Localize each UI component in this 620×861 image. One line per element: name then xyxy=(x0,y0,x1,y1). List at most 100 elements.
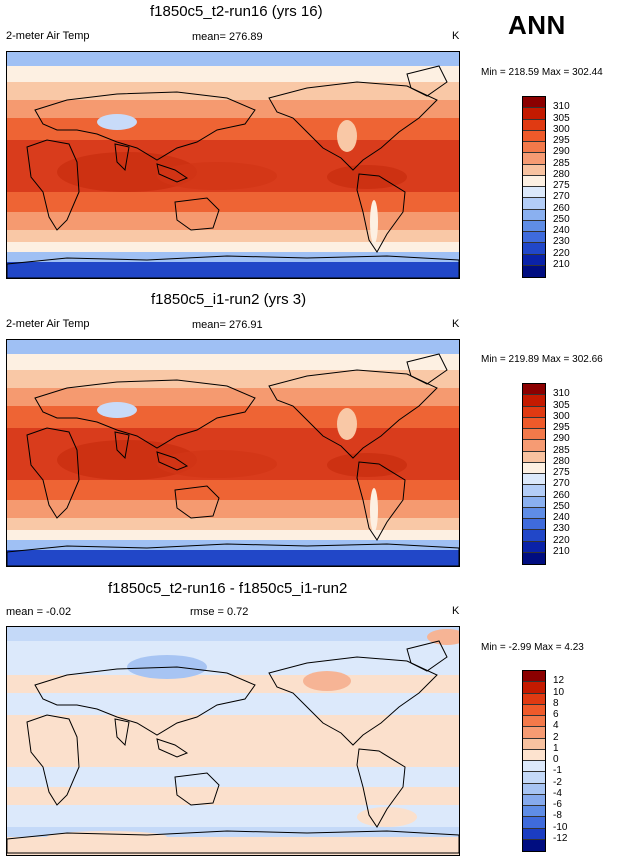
terrain-anomaly xyxy=(337,408,357,440)
colorbar-tick-label: 280 xyxy=(553,168,570,180)
colorbar-box xyxy=(523,440,545,452)
temperature-band xyxy=(7,518,459,530)
colorbar-box xyxy=(523,243,545,255)
colorbar-box xyxy=(523,839,545,851)
panel-3-units: K xyxy=(452,605,460,617)
warm-pool xyxy=(57,152,197,192)
coastline xyxy=(356,748,406,828)
colorbar-box xyxy=(523,142,545,154)
colorbar-box xyxy=(523,507,545,519)
colorbar-tick-label: 290 xyxy=(553,433,570,445)
colorbar-tick-label: 240 xyxy=(553,512,570,523)
colorbar-box xyxy=(523,783,545,795)
panel-2-map xyxy=(6,339,460,567)
colorbar-box xyxy=(523,417,545,429)
colorbar-box xyxy=(523,552,545,564)
temperature-band xyxy=(7,354,459,370)
colorbar-box xyxy=(523,209,545,221)
panel-3-colorbar xyxy=(522,670,546,852)
colorbar-tick-label: 230 xyxy=(553,236,570,248)
colorbar-box xyxy=(523,772,545,784)
colorbar-box xyxy=(523,153,545,165)
colorbar-box xyxy=(523,806,545,818)
temperature-band xyxy=(7,370,459,388)
colorbar-tick-label: 210 xyxy=(553,258,570,270)
colorbar-tick-label: 1 xyxy=(553,742,559,754)
colorbar-tick-label: 260 xyxy=(553,202,570,214)
colorbar-tick-label: 300 xyxy=(553,410,570,422)
coastline xyxy=(26,427,80,519)
temperature-band xyxy=(7,693,459,715)
colorbar-tick-label: 290 xyxy=(553,146,570,158)
temperature-band xyxy=(7,767,459,787)
colorbar-box xyxy=(523,97,545,109)
terrain-anomaly xyxy=(370,200,378,244)
colorbar-tick-label: 10 xyxy=(553,686,565,698)
coastline xyxy=(406,65,448,97)
colorbar-box xyxy=(523,232,545,244)
panel-1-mean: mean= 276.89 xyxy=(192,31,263,43)
panel-3-title: f1850c5_t2-run16 - f1850c5_i1-run2 xyxy=(108,580,348,597)
temperature-band xyxy=(7,66,459,82)
terrain-anomaly xyxy=(97,402,137,418)
colorbar-box xyxy=(523,738,545,750)
coastline xyxy=(406,353,448,385)
coastline xyxy=(7,830,459,854)
temperature-band xyxy=(7,530,459,540)
colorbar-tick-label: -2 xyxy=(553,776,562,788)
colorbar-tick-label: -10 xyxy=(553,821,568,833)
colorbar-tick-label: 285 xyxy=(553,444,570,456)
colorbar-box xyxy=(523,485,545,497)
colorbar-tick-label: 6 xyxy=(553,709,559,720)
panel-3-map xyxy=(6,626,460,856)
warm-pool xyxy=(157,450,277,478)
colorbar-box xyxy=(523,220,545,232)
colorbar-box xyxy=(523,541,545,553)
colorbar-box xyxy=(523,198,545,210)
temperature-band xyxy=(7,657,459,675)
map-canvas xyxy=(7,340,459,566)
terrain-anomaly xyxy=(97,114,137,130)
temperature-band xyxy=(7,252,459,262)
colorbar-tick-label: 305 xyxy=(553,399,570,411)
colorbar-box xyxy=(523,519,545,531)
colorbar-tick-label: 275 xyxy=(553,180,570,191)
temperature-band xyxy=(7,406,459,428)
colorbar-box xyxy=(523,474,545,486)
colorbar-tick-label: 310 xyxy=(553,388,570,400)
coastline xyxy=(406,640,448,672)
colorbar-box xyxy=(523,671,545,683)
temperature-band xyxy=(7,540,459,550)
coastline xyxy=(156,163,189,183)
colorbar-tick-label: 210 xyxy=(553,545,570,557)
colorbar-tick-label: 270 xyxy=(553,478,570,490)
colorbar-box xyxy=(523,395,545,407)
anomaly-patch xyxy=(427,629,459,645)
temperature-band xyxy=(7,230,459,242)
colorbar-tick-label: 240 xyxy=(553,225,570,236)
colorbar-tick-label: 300 xyxy=(553,123,570,135)
temperature-band xyxy=(7,242,459,252)
colorbar-box xyxy=(523,462,545,474)
temperature-band xyxy=(7,805,459,817)
colorbar-tick-label: 8 xyxy=(553,697,559,709)
temperature-band xyxy=(7,100,459,118)
colorbar-tick-label: -12 xyxy=(553,832,568,844)
temperature-band xyxy=(7,627,459,641)
panel-2-colorbar xyxy=(522,383,546,565)
colorbar-box xyxy=(523,175,545,187)
colorbar-box xyxy=(523,716,545,728)
coastline xyxy=(7,255,459,278)
panel-2-title: f1850c5_i1-run2 (yrs 3) xyxy=(151,291,307,308)
colorbar-tick-label: -8 xyxy=(553,810,562,822)
coastline xyxy=(114,718,130,747)
colorbar-tick-label: 250 xyxy=(553,500,570,512)
coastline xyxy=(174,197,220,231)
colorbar-tick-label: 2 xyxy=(553,731,559,743)
colorbar-box xyxy=(523,761,545,773)
terrain-anomaly xyxy=(370,488,378,532)
panel-1-title: f1850c5_t2-run16 (yrs 16) xyxy=(150,3,323,20)
colorbar-box xyxy=(523,265,545,277)
anomaly-patch xyxy=(357,807,417,827)
temperature-band xyxy=(7,641,459,657)
